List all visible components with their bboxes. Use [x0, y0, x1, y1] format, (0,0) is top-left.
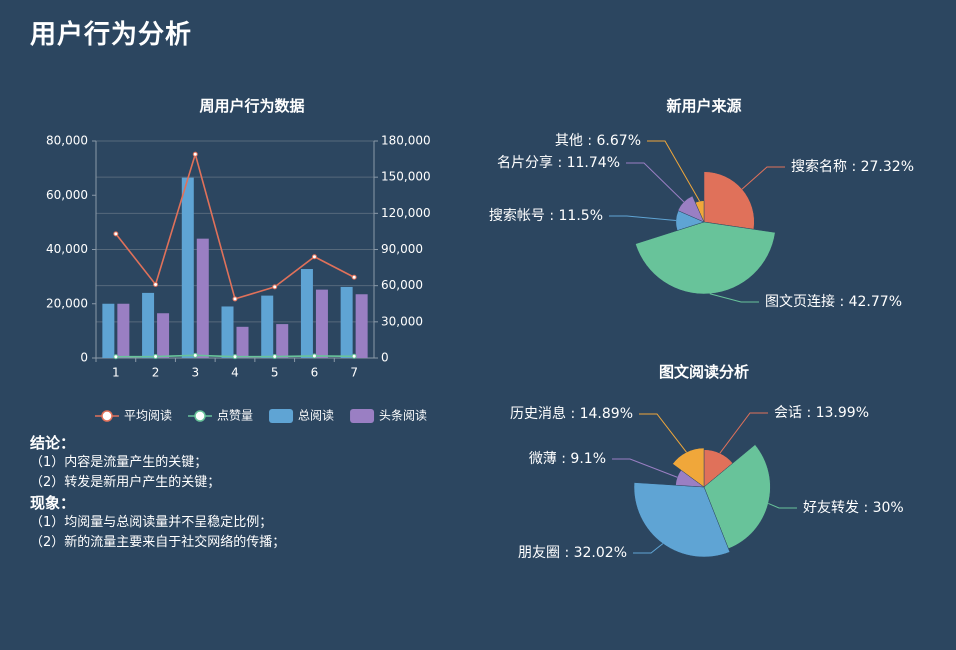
rose-slice-历史消息 [672, 447, 705, 488]
legend-label: 总阅读 [298, 409, 334, 423]
x-tick-label: 3 [191, 366, 199, 380]
rose-slice-好友转发 [703, 444, 771, 549]
y-right-tick-label: 90,000 [381, 242, 423, 256]
y-left-tick-label: 40,000 [46, 242, 88, 256]
slice-label: 其他 : 6.67% [555, 133, 641, 149]
legend-symbol [101, 410, 113, 422]
bar-总阅读 [261, 295, 274, 358]
label-leader [633, 543, 664, 554]
bar-总阅读 [340, 286, 353, 358]
slice-label: 搜索帐号 : 11.5% [489, 207, 603, 224]
bar-头条阅读 [276, 324, 289, 358]
point-点赞量 [153, 354, 159, 360]
label-leader [647, 140, 700, 202]
rose-slice-名片分享 [677, 195, 705, 223]
rose-slice-图文页连接 [635, 221, 776, 295]
label-leader [609, 215, 676, 222]
bar-总阅读 [181, 177, 194, 358]
conclusion-item: （2）转发是新用户产生的关键； [30, 475, 221, 490]
legend-label: 点赞量 [217, 409, 253, 423]
y-right-tick-label: 60,000 [381, 278, 423, 292]
y-right-tick-label: 120,000 [381, 206, 431, 220]
bar-总阅读 [300, 269, 313, 358]
y-left-tick-label: 60,000 [46, 188, 88, 202]
point-点赞量 [232, 354, 238, 360]
slice-label: 微薄 : 9.1% [529, 451, 606, 467]
rose-slice-朋友圈 [633, 482, 731, 558]
y-left-tick-label: 0 [80, 351, 88, 365]
y-left-tick-label: 20,000 [46, 296, 88, 310]
slice-label: 搜索名称 : 27.32% [791, 158, 914, 175]
y-left-tick-label: 80,000 [46, 134, 88, 148]
point-点赞量 [192, 352, 198, 358]
legend-label: 平均阅读 [124, 409, 172, 423]
bar-chart-title: 周用户行为数据 [199, 97, 305, 115]
conclusion-item: （1）内容是流量产生的关键； [30, 455, 208, 470]
label-leader [709, 293, 759, 303]
y-right-tick-label: 150,000 [381, 170, 431, 184]
x-tick-label: 1 [112, 366, 120, 380]
point-平均阅读 [351, 274, 357, 280]
pie-chart-source-title: 新用户来源 [666, 97, 742, 115]
y-right-tick-label: 180,000 [381, 134, 431, 148]
label-leader [741, 166, 785, 190]
x-tick-label: 4 [231, 366, 239, 380]
bar-总阅读 [142, 292, 155, 358]
point-平均阅读 [311, 254, 317, 260]
point-平均阅读 [153, 281, 159, 287]
y-right-tick-label: 0 [381, 351, 389, 365]
page-title: 用户行为分析 [30, 20, 193, 50]
y-right-tick-label: 30,000 [381, 314, 423, 328]
observation-item: （1）均阅量与总阅读量并不呈稳定比例； [30, 515, 273, 530]
bar-头条阅读 [236, 326, 249, 358]
pie-chart-reading-title: 图文阅读分析 [658, 363, 749, 381]
point-点赞量 [311, 353, 317, 359]
x-tick-label: 7 [350, 366, 358, 380]
legend-symbol [269, 409, 294, 423]
x-tick-label: 6 [311, 366, 319, 380]
point-点赞量 [272, 354, 278, 360]
bar-头条阅读 [117, 303, 130, 358]
legend-symbol [350, 409, 375, 423]
label-leader [639, 413, 687, 453]
slice-label: 会话 : 13.99% [774, 405, 869, 421]
conclusion-title: 结论： [30, 434, 76, 452]
rose-slice-搜索名称 [703, 171, 755, 230]
point-平均阅读 [232, 296, 238, 302]
label-leader [719, 412, 768, 454]
legend-label: 头条阅读 [379, 409, 427, 423]
point-点赞量 [113, 354, 119, 360]
label-leader [768, 502, 797, 509]
x-tick-label: 5 [271, 366, 279, 380]
point-平均阅读 [192, 151, 198, 157]
bar-总阅读 [102, 303, 115, 358]
observation-title: 现象： [30, 494, 76, 512]
slice-label: 历史消息 : 14.89% [510, 405, 633, 422]
point-点赞量 [351, 353, 357, 359]
slice-label: 好友转发 : 30% [803, 500, 904, 516]
point-平均阅读 [113, 231, 119, 237]
bar-头条阅读 [355, 294, 368, 358]
bar-头条阅读 [157, 313, 170, 358]
observation-item: （2）新的流量主要来自于社交网络的传播； [30, 535, 286, 550]
legend-symbol [194, 410, 206, 422]
notes-panel: 结论： （1）内容是流量产生的关键； （2）转发是新用户产生的关键； 现象： （… [30, 433, 430, 553]
label-leader [612, 458, 678, 478]
line-平均阅读 [115, 151, 355, 300]
slice-label: 朋友圈 : 32.02% [518, 545, 627, 561]
slice-label: 图文页连接 : 42.77% [765, 293, 902, 310]
bar-总阅读 [221, 306, 234, 358]
bar-头条阅读 [315, 289, 328, 358]
label-leader [626, 162, 685, 203]
slice-label: 名片分享 : 11.74% [497, 154, 620, 171]
x-tick-label: 2 [152, 366, 160, 380]
bar-头条阅读 [196, 238, 209, 358]
point-平均阅读 [272, 284, 278, 290]
